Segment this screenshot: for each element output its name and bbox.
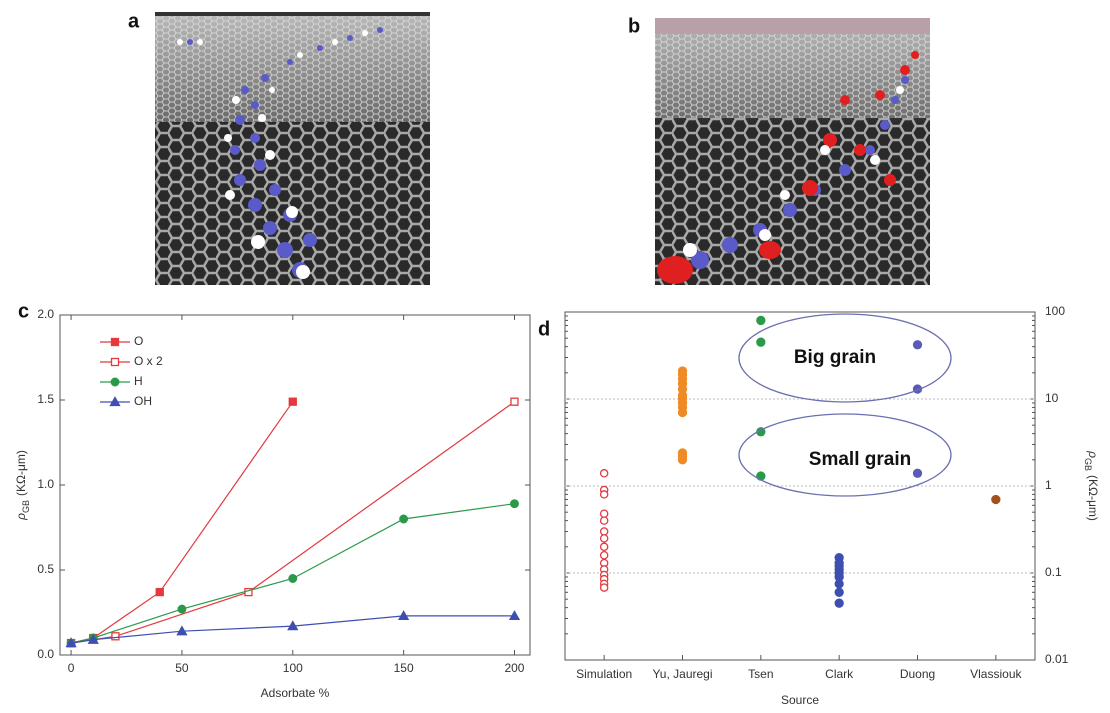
data-point — [599, 550, 609, 560]
marker — [111, 632, 120, 641]
data-point — [756, 337, 766, 347]
x-tick-label: 0 — [68, 661, 75, 675]
y-tick-label: 0.1 — [1045, 565, 1062, 579]
marker — [508, 610, 521, 621]
data-point — [834, 587, 844, 597]
panel-label: b — [628, 15, 640, 37]
x-tick-label: Vlassiouk — [970, 667, 1022, 681]
legend-marker — [110, 357, 120, 367]
y-label-unit: (KΩ-μm) — [1086, 475, 1100, 521]
x-tick-label: Duong — [900, 667, 935, 681]
x-tick-label: 200 — [504, 661, 524, 675]
legend-label: H — [134, 374, 143, 388]
x-tick-label: Yu, Jauregi — [652, 667, 712, 681]
data-point — [677, 407, 688, 418]
data-point — [912, 468, 923, 478]
legend-label: O x 2 — [134, 354, 163, 368]
data-point — [599, 583, 609, 592]
data-point — [677, 455, 688, 465]
marker — [398, 610, 410, 621]
y-tick-label: 0.0 — [37, 647, 54, 661]
marker — [176, 625, 188, 636]
image-a — [155, 12, 430, 285]
y-label-unit: (KΩ-μm) — [14, 450, 28, 496]
y-label-symbol: ρ — [1086, 450, 1100, 458]
marker — [155, 587, 164, 597]
x-tick-label: Clark — [825, 667, 854, 681]
annotation-ellipse — [738, 413, 952, 497]
y-tick-label: 0.01 — [1045, 652, 1069, 666]
legend-marker — [110, 337, 120, 347]
marker — [510, 397, 519, 406]
data-point — [756, 315, 766, 326]
x-tick-label: Tsen — [748, 667, 773, 681]
panel-label: a — [128, 10, 140, 32]
annotation: Big grain — [794, 347, 876, 368]
panel-label: d — [538, 318, 550, 340]
data-point — [599, 509, 609, 518]
x-tick-label: Simulation — [576, 667, 632, 681]
marker — [87, 633, 99, 644]
x-tick-label: 100 — [283, 661, 303, 675]
x-axis-label: Source — [781, 693, 819, 707]
y-label-symbol: ρ — [14, 513, 28, 521]
data-point — [834, 598, 844, 608]
y-axis-label: ρGB (KΩ-μm) — [1083, 450, 1100, 521]
legend-label: OH — [134, 394, 152, 408]
marker — [65, 637, 77, 648]
y-axis-label: ρGB (KΩ-μm) — [14, 450, 31, 521]
data-point — [912, 340, 923, 350]
panel-label: c — [18, 300, 29, 322]
y-tick-label: 100 — [1045, 304, 1065, 318]
plot-frame — [59, 314, 531, 656]
marker — [177, 604, 187, 614]
data-point — [599, 490, 609, 499]
data-point — [599, 469, 609, 478]
y-tick-label: 2.0 — [37, 307, 54, 321]
data-point — [599, 542, 609, 552]
y-tick-label: 1 — [1045, 478, 1052, 492]
marker — [288, 397, 297, 406]
legend-label: O — [134, 334, 143, 348]
annotation-ellipse — [738, 313, 952, 403]
y-tick-label: 0.5 — [37, 562, 54, 576]
y-tick-label: 1.5 — [37, 392, 54, 406]
legend-marker — [109, 396, 121, 407]
marker — [399, 514, 409, 524]
legend-marker — [110, 377, 120, 387]
marker — [510, 499, 519, 509]
annotation: Small grain — [809, 449, 911, 470]
marker — [287, 620, 299, 631]
image-b — [655, 18, 930, 285]
data-point — [991, 494, 1001, 505]
data-point — [599, 527, 609, 536]
series-line — [70, 615, 515, 644]
data-point — [599, 534, 609, 543]
data-point — [834, 579, 844, 589]
x-tick-label: 150 — [394, 661, 414, 675]
data-point — [599, 516, 609, 525]
y-label-subscript: GB — [1083, 458, 1093, 471]
y-label-subscript: GB — [21, 500, 31, 513]
y-tick-label: 10 — [1045, 391, 1059, 405]
x-axis-label: Adsorbate % — [261, 686, 330, 700]
x-tick-label: 50 — [175, 661, 189, 675]
y-tick-label: 1.0 — [37, 477, 54, 491]
marker — [288, 574, 298, 583]
